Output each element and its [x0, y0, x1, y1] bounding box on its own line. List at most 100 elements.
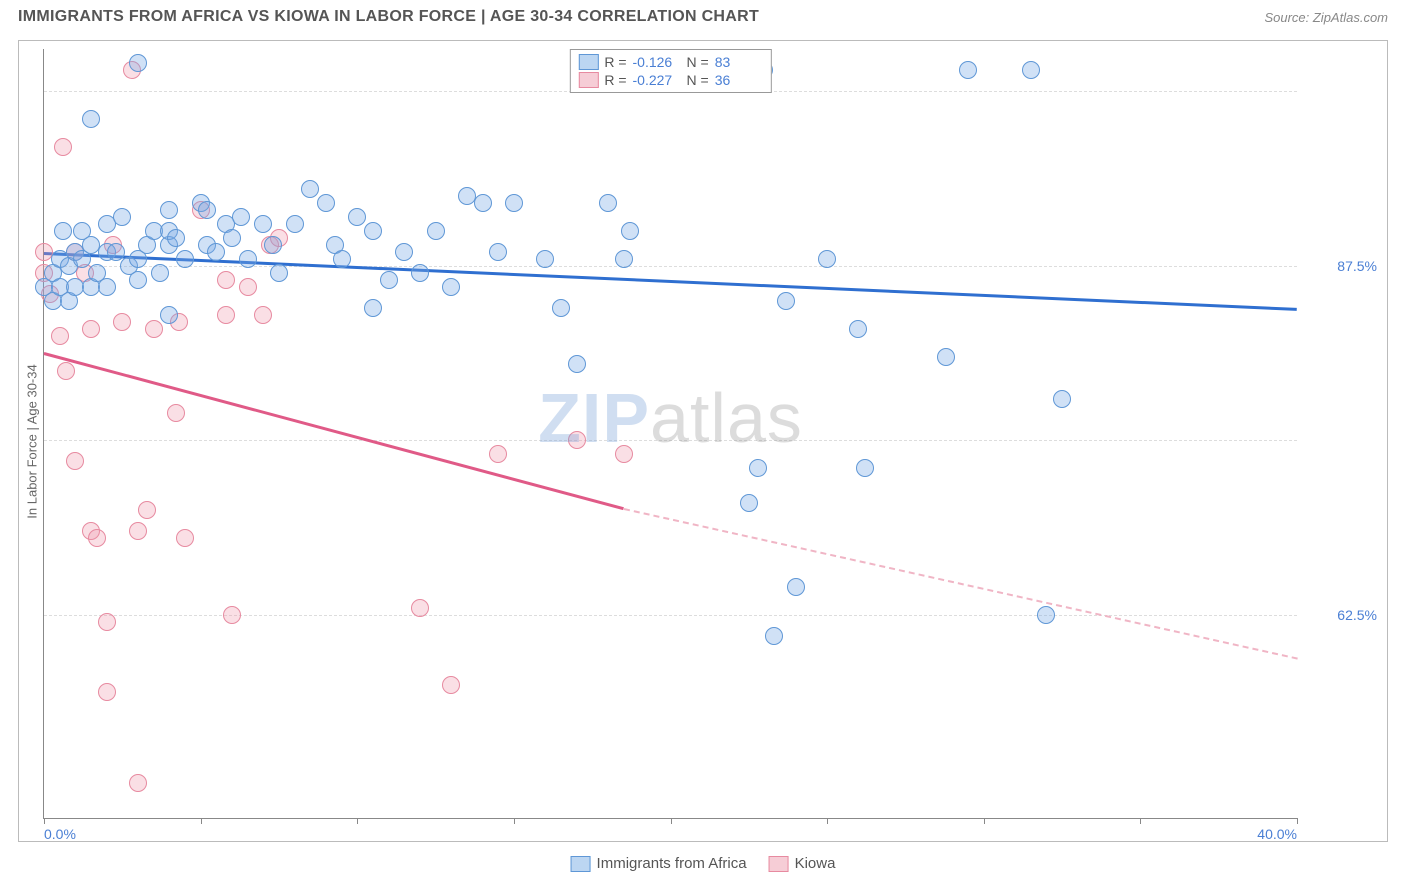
r-value-b: -0.227: [633, 72, 681, 88]
chart-title: IMMIGRANTS FROM AFRICA VS KIOWA IN LABOR…: [18, 8, 759, 26]
scatter-point-kiowa: [411, 599, 429, 617]
scatter-point-africa: [198, 201, 216, 219]
scatter-point-africa: [411, 264, 429, 282]
n-label: N =: [687, 72, 709, 88]
scatter-point-africa: [552, 299, 570, 317]
xtick-mark: [514, 818, 515, 824]
r-label: R =: [604, 54, 626, 70]
r-value-a: -0.126: [633, 54, 681, 70]
scatter-point-kiowa: [239, 278, 257, 296]
scatter-point-africa: [82, 110, 100, 128]
scatter-point-africa: [740, 494, 758, 512]
scatter-point-africa: [232, 208, 250, 226]
scatter-point-africa: [223, 229, 241, 247]
xtick-mark: [671, 818, 672, 824]
xtick-label: 40.0%: [1257, 826, 1297, 842]
scatter-point-africa: [1022, 61, 1040, 79]
xtick-mark: [44, 818, 45, 824]
chart-frame: In Labor Force | Age 30-34 ZIPatlas R = …: [18, 40, 1388, 842]
xtick-mark: [1297, 818, 1298, 824]
scatter-point-africa: [160, 306, 178, 324]
trend-line: [623, 508, 1297, 660]
scatter-point-africa: [395, 243, 413, 261]
watermark-atlas: atlas: [650, 379, 803, 457]
xtick-mark: [201, 818, 202, 824]
scatter-point-kiowa: [217, 271, 235, 289]
scatter-point-kiowa: [66, 452, 84, 470]
scatter-point-africa: [427, 222, 445, 240]
scatter-point-kiowa: [145, 320, 163, 338]
n-value-b: 36: [715, 72, 763, 88]
scatter-point-africa: [98, 278, 116, 296]
scatter-point-kiowa: [129, 522, 147, 540]
swatch-series-a: [578, 54, 598, 70]
scatter-point-kiowa: [489, 445, 507, 463]
scatter-point-africa: [129, 54, 147, 72]
scatter-point-kiowa: [82, 320, 100, 338]
gridline-h: [44, 440, 1297, 441]
scatter-point-africa: [1037, 606, 1055, 624]
scatter-point-africa: [621, 222, 639, 240]
scatter-point-kiowa: [254, 306, 272, 324]
scatter-point-africa: [160, 201, 178, 219]
scatter-point-kiowa: [54, 138, 72, 156]
scatter-point-africa: [599, 194, 617, 212]
scatter-point-africa: [765, 627, 783, 645]
xtick-mark: [357, 818, 358, 824]
scatter-point-africa: [380, 271, 398, 289]
stats-legend: R = -0.126 N = 83 R = -0.227 N = 36: [569, 49, 771, 93]
scatter-point-kiowa: [88, 529, 106, 547]
scatter-point-kiowa: [98, 683, 116, 701]
scatter-point-africa: [348, 208, 366, 226]
xtick-label: 0.0%: [44, 826, 76, 842]
scatter-point-africa: [442, 278, 460, 296]
swatch-series-a: [571, 856, 591, 872]
scatter-point-africa: [286, 215, 304, 233]
scatter-point-africa: [818, 250, 836, 268]
series-b-label: Kiowa: [795, 855, 836, 872]
scatter-point-africa: [207, 243, 225, 261]
y-axis-label: In Labor Force | Age 30-34: [25, 364, 40, 518]
scatter-point-africa: [167, 229, 185, 247]
scatter-point-kiowa: [217, 306, 235, 324]
r-label: R =: [604, 72, 626, 88]
scatter-point-africa: [176, 250, 194, 268]
scatter-point-africa: [536, 250, 554, 268]
scatter-point-africa: [54, 222, 72, 240]
scatter-point-africa: [264, 236, 282, 254]
stats-row-series-a: R = -0.126 N = 83: [578, 53, 762, 71]
legend-item-series-b: Kiowa: [769, 855, 836, 872]
scatter-point-africa: [777, 292, 795, 310]
scatter-point-africa: [254, 215, 272, 233]
scatter-point-africa: [856, 459, 874, 477]
swatch-series-b: [769, 856, 789, 872]
scatter-point-africa: [151, 264, 169, 282]
scatter-point-africa: [301, 180, 319, 198]
xtick-mark: [984, 818, 985, 824]
scatter-point-africa: [1053, 390, 1071, 408]
scatter-point-kiowa: [129, 774, 147, 792]
scatter-point-africa: [505, 194, 523, 212]
scatter-point-africa: [364, 222, 382, 240]
scatter-point-kiowa: [98, 613, 116, 631]
scatter-point-kiowa: [442, 676, 460, 694]
scatter-point-africa: [568, 355, 586, 373]
scatter-point-africa: [937, 348, 955, 366]
scatter-point-kiowa: [568, 431, 586, 449]
scatter-point-africa: [113, 208, 131, 226]
scatter-point-africa: [239, 250, 257, 268]
scatter-point-africa: [270, 264, 288, 282]
trend-line: [44, 352, 624, 510]
legend-item-series-a: Immigrants from Africa: [571, 855, 747, 872]
gridline-h: [44, 266, 1297, 267]
scatter-point-africa: [489, 243, 507, 261]
scatter-point-africa: [959, 61, 977, 79]
scatter-point-africa: [787, 578, 805, 596]
scatter-point-kiowa: [113, 313, 131, 331]
stats-row-series-b: R = -0.227 N = 36: [578, 71, 762, 89]
ytick-label: 62.5%: [1307, 607, 1377, 623]
scatter-point-africa: [849, 320, 867, 338]
source-attribution: Source: ZipAtlas.com: [1264, 10, 1388, 25]
ytick-label: 87.5%: [1307, 258, 1377, 274]
scatter-point-africa: [317, 194, 335, 212]
